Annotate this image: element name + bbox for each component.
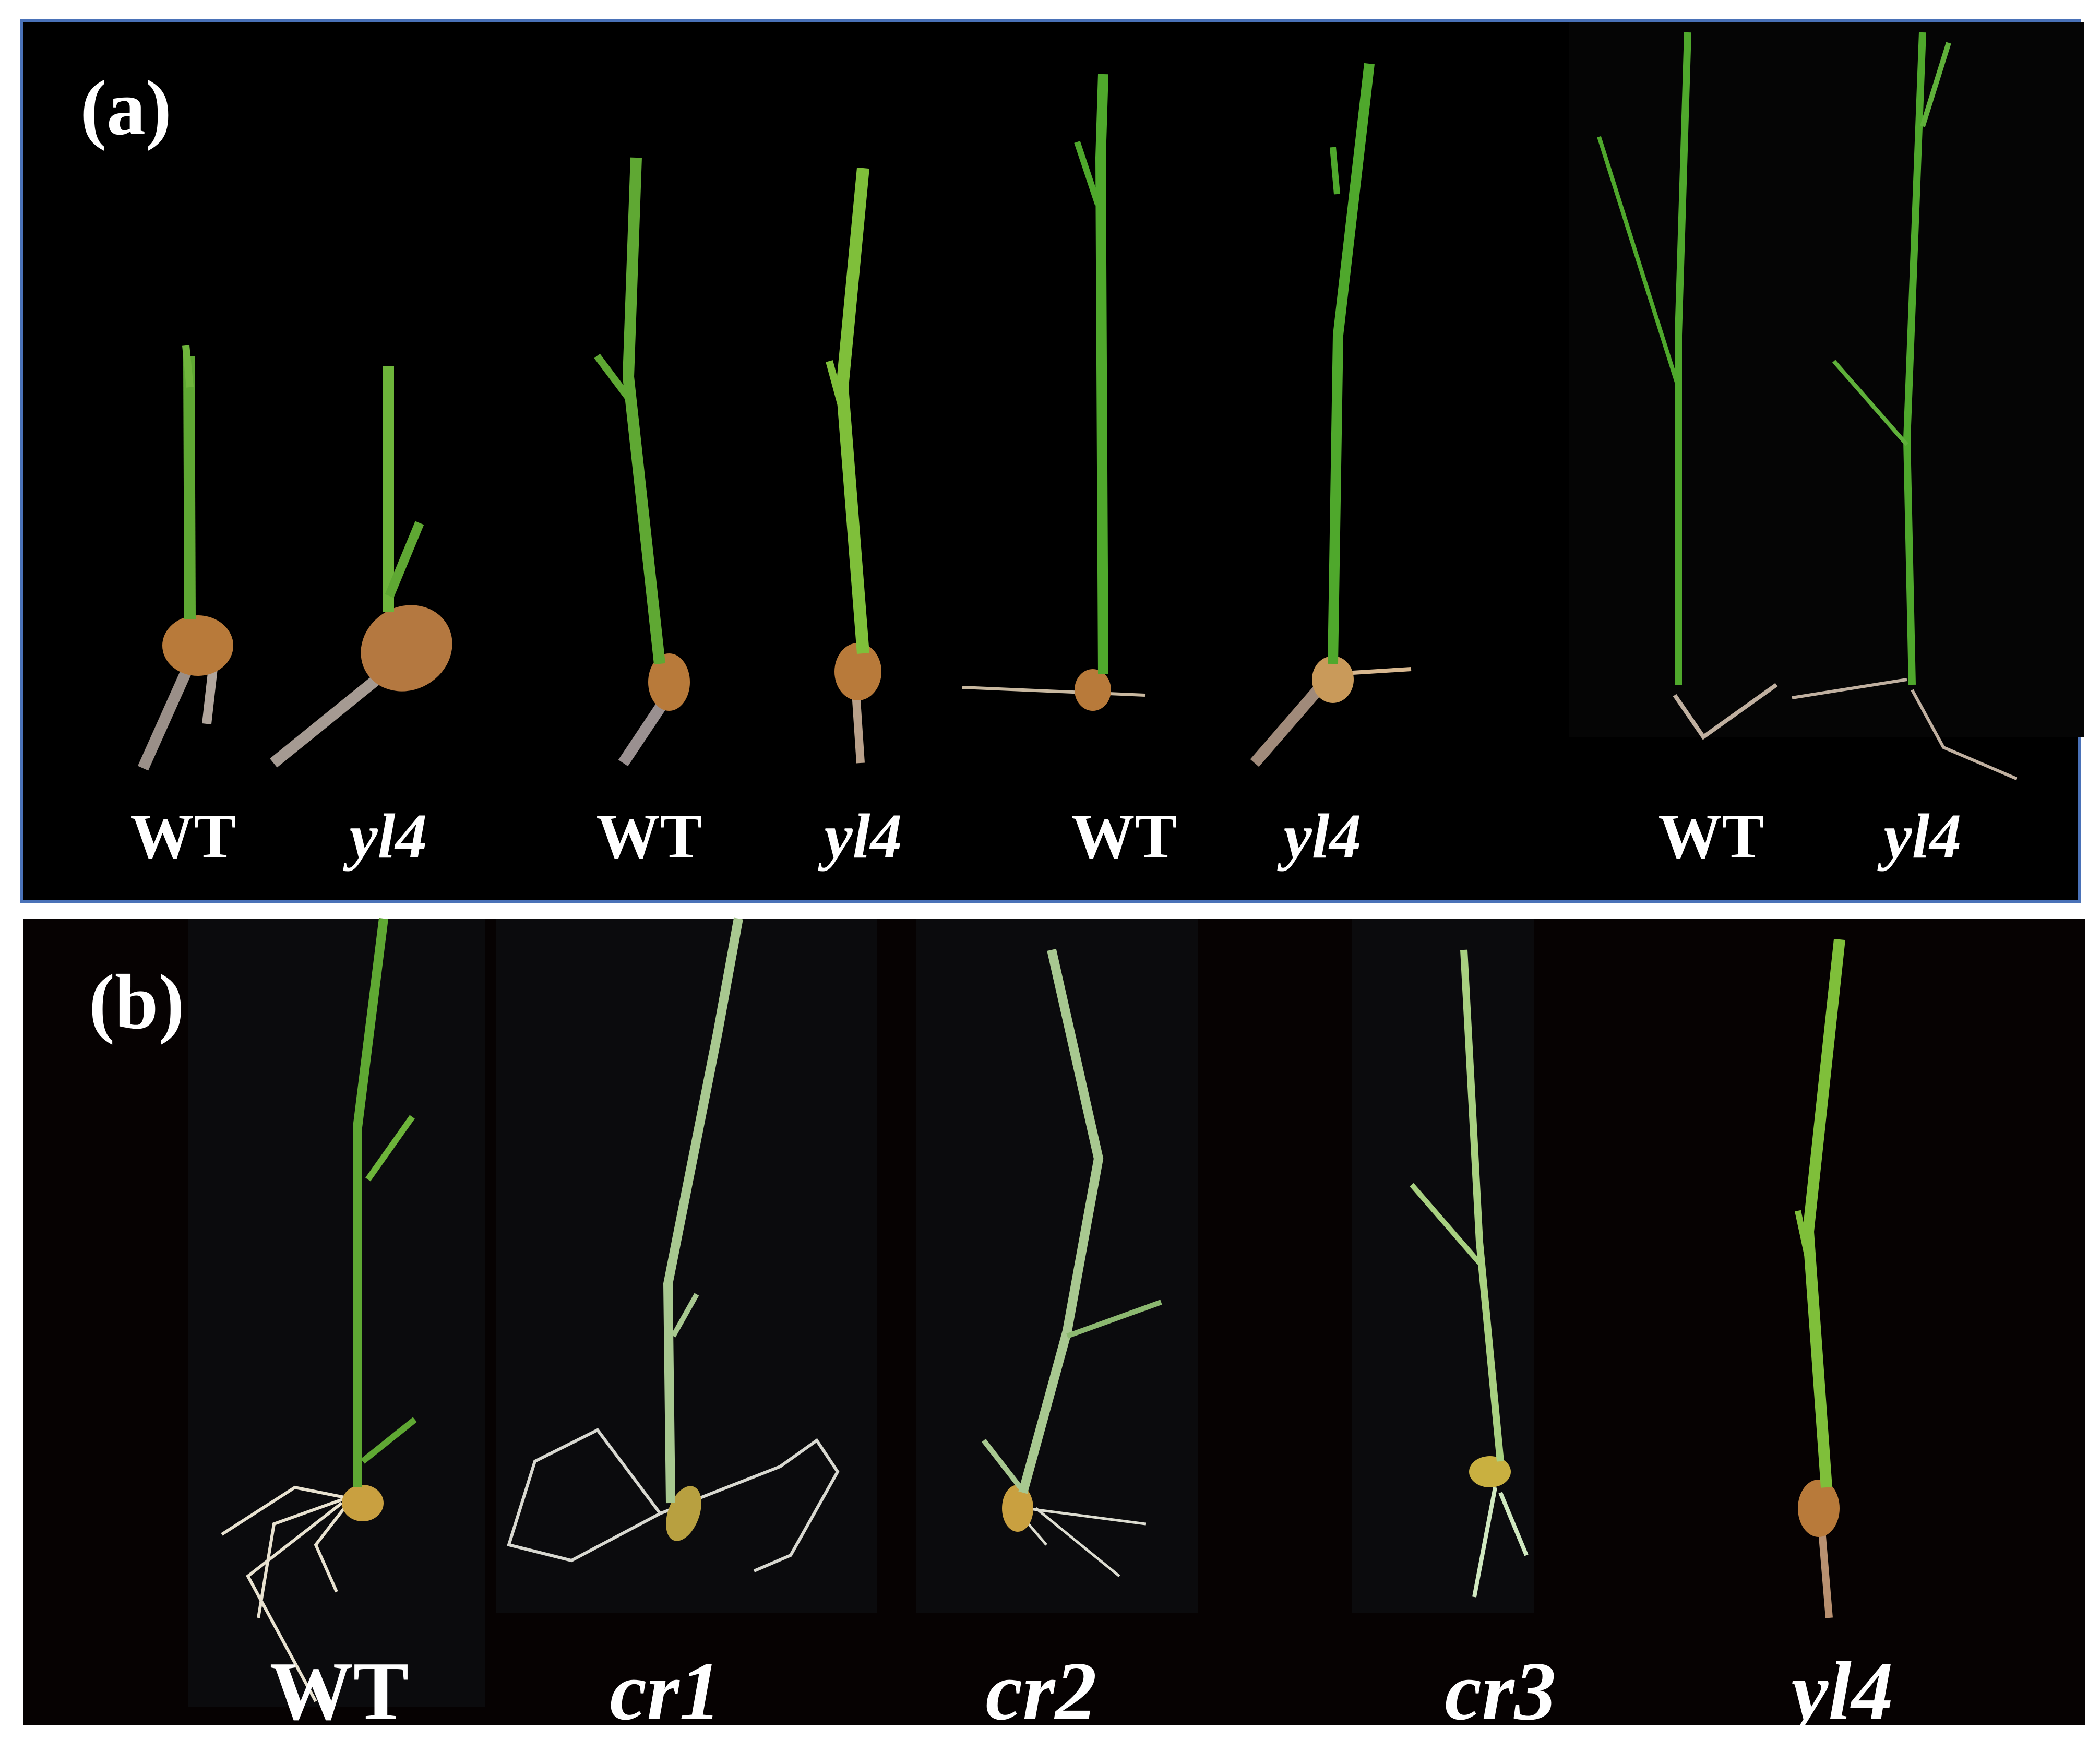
seedling-yl4-4 <box>1792 32 2018 780</box>
genotype-label-b1: WT <box>269 1644 409 1737</box>
seedling-yl4-1 <box>270 366 452 768</box>
seedling-yl4-3 <box>1250 63 1412 767</box>
genotype-label-a2: yl4 <box>349 801 427 872</box>
genotype-label-a3: WT <box>596 801 702 872</box>
seedling-wt-2 <box>594 157 690 767</box>
genotype-label-a7: WT <box>1658 801 1764 872</box>
panel-a-label: (a) <box>80 65 172 151</box>
panel-a: (a) <box>20 19 2084 903</box>
seedling-cr1 <box>507 917 840 1572</box>
photo-plate-wt <box>188 919 485 1707</box>
seedling-yl4-2 <box>826 167 881 764</box>
genotype-label-a5: WT <box>1071 801 1177 872</box>
seedling-cr2 <box>982 949 1162 1577</box>
photo-plate-cr2 <box>916 919 1198 1613</box>
genotype-label-b3: cr2 <box>985 1644 1097 1737</box>
genotype-label-b4: cr3 <box>1445 1644 1556 1737</box>
panel-b-seedlings <box>221 917 1845 1702</box>
genotype-label-a4: yl4 <box>824 801 902 872</box>
genotype-label-a8: yl4 <box>1883 801 1962 872</box>
seedling-wt-3 <box>962 74 1146 711</box>
genotype-label-b2: cr1 <box>610 1644 721 1737</box>
seedling-wt-4 <box>1597 32 1778 740</box>
genotype-label-a6: yl4 <box>1283 801 1362 872</box>
genotype-label-a1: WT <box>130 801 236 872</box>
seedling-cr3 <box>1410 949 1529 1598</box>
seedling-wt-b <box>221 917 417 1702</box>
seedling-yl4-b <box>1795 938 1845 1618</box>
panel-b-label: (b) <box>89 959 185 1045</box>
photo-plate <box>1569 22 2084 737</box>
genotype-label-b5: yl4 <box>1791 1644 1893 1737</box>
panel-a-seedlings <box>137 22 2084 780</box>
seedling-wt-1 <box>137 345 233 771</box>
panel-b: (b) <box>23 917 2085 1733</box>
